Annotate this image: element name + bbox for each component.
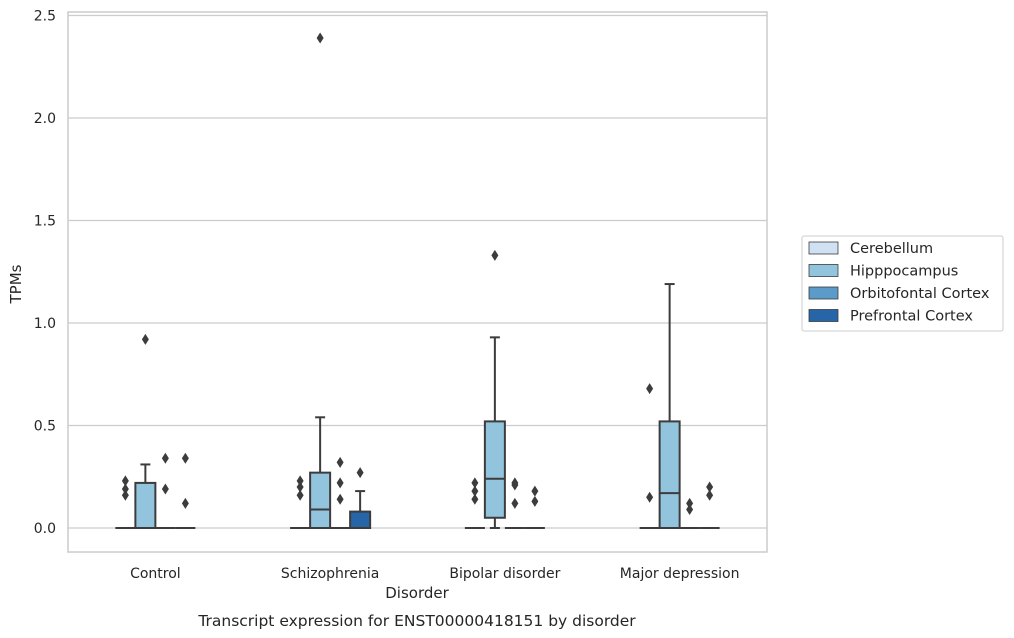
y-tick-label: 0.5 <box>34 419 56 435</box>
box-3-3 <box>699 481 720 529</box>
box-2-3 <box>679 497 700 529</box>
legend-entry-label: Prefrontal Cortex <box>850 309 973 325</box>
legend-entry-label: Cerebellum <box>850 241 933 257</box>
outlier-point <box>471 485 479 497</box>
legend: Cerebellum Hipppocampus Orbitofontal Corte… <box>801 235 1004 332</box>
outlier-point <box>356 467 364 479</box>
box-2-2 <box>504 477 525 529</box>
outlier-point <box>296 489 304 501</box>
box-0-1 <box>290 475 311 529</box>
legend-swatch <box>808 309 839 322</box>
outlier-point <box>706 481 714 493</box>
box-1-2 <box>483 249 506 529</box>
chart-caption: Transcript expression for ENST0000041815… <box>197 612 636 630</box>
box-1-0 <box>134 333 157 529</box>
box-body <box>349 510 372 530</box>
outlier-point <box>646 491 654 503</box>
box-body <box>658 420 681 529</box>
legend-swatch <box>808 241 839 255</box>
legend-entry-label: Hipppocampus <box>850 264 958 280</box>
y-tick-label: 1.5 <box>34 214 56 230</box>
box-body <box>483 420 506 519</box>
y-axis-label: TPMs <box>7 264 25 304</box>
outlier-point <box>296 481 304 493</box>
outlier-point <box>316 32 324 44</box>
outlier-point <box>336 493 344 505</box>
box-1-3 <box>658 283 681 529</box>
outlier-point <box>141 333 149 345</box>
y-tick-label: 2.0 <box>34 111 56 127</box>
plot-area: 0.0 0.5 1.0 1.5 2.0 2.5 Control Schizophrenia Bi… <box>34 9 768 582</box>
outlier-point <box>471 477 479 489</box>
y-tick-label: 0.0 <box>34 521 56 537</box>
box-0-2 <box>464 477 485 529</box>
x-tick-label: Schizophrenia <box>281 566 379 582</box>
legend-frame <box>801 235 1004 332</box>
outlier-point <box>686 497 694 509</box>
outlier-point <box>181 452 189 464</box>
outlier-point <box>296 475 304 487</box>
box-body <box>134 481 157 529</box>
legend-entry-label: Orbitofontal Cortex <box>850 286 990 302</box>
outlier-point <box>161 483 169 495</box>
outlier-point <box>706 489 714 501</box>
x-tick-label: Bipolar disorder <box>449 566 560 582</box>
outlier-point <box>121 483 129 495</box>
outlier-point <box>511 477 519 489</box>
y-tick-label: 1.0 <box>34 316 56 332</box>
outlier-point <box>471 493 479 505</box>
box-2-0 <box>155 452 176 529</box>
box-0-0 <box>115 475 136 529</box>
outlier-point <box>121 489 129 501</box>
box-3-2 <box>524 485 545 529</box>
box-2-1 <box>330 456 351 529</box>
outlier-point <box>646 383 654 395</box>
box-3-0 <box>175 452 196 529</box>
box-1-1 <box>309 32 332 529</box>
outlier-point <box>336 456 344 468</box>
legend-swatch <box>808 264 839 277</box>
outlier-point <box>491 249 499 261</box>
box-3-1 <box>349 467 372 530</box>
outlier-point <box>121 475 129 487</box>
plot-frame <box>67 11 768 553</box>
box-0-3 <box>639 383 660 529</box>
outlier-point <box>686 504 694 516</box>
x-tick-label: Major depression <box>620 566 740 582</box>
outlier-point <box>511 497 519 509</box>
outlier-point <box>531 495 539 507</box>
legend-swatch <box>808 286 839 300</box>
x-tick-label: Control <box>130 566 181 582</box>
y-tick-label: 2.5 <box>34 9 56 25</box>
box-body <box>309 471 332 529</box>
outlier-point <box>336 477 344 489</box>
outlier-point <box>161 452 169 464</box>
outlier-point <box>531 485 539 497</box>
outlier-point <box>181 497 189 509</box>
x-axis-label: Disorder <box>385 584 449 602</box>
